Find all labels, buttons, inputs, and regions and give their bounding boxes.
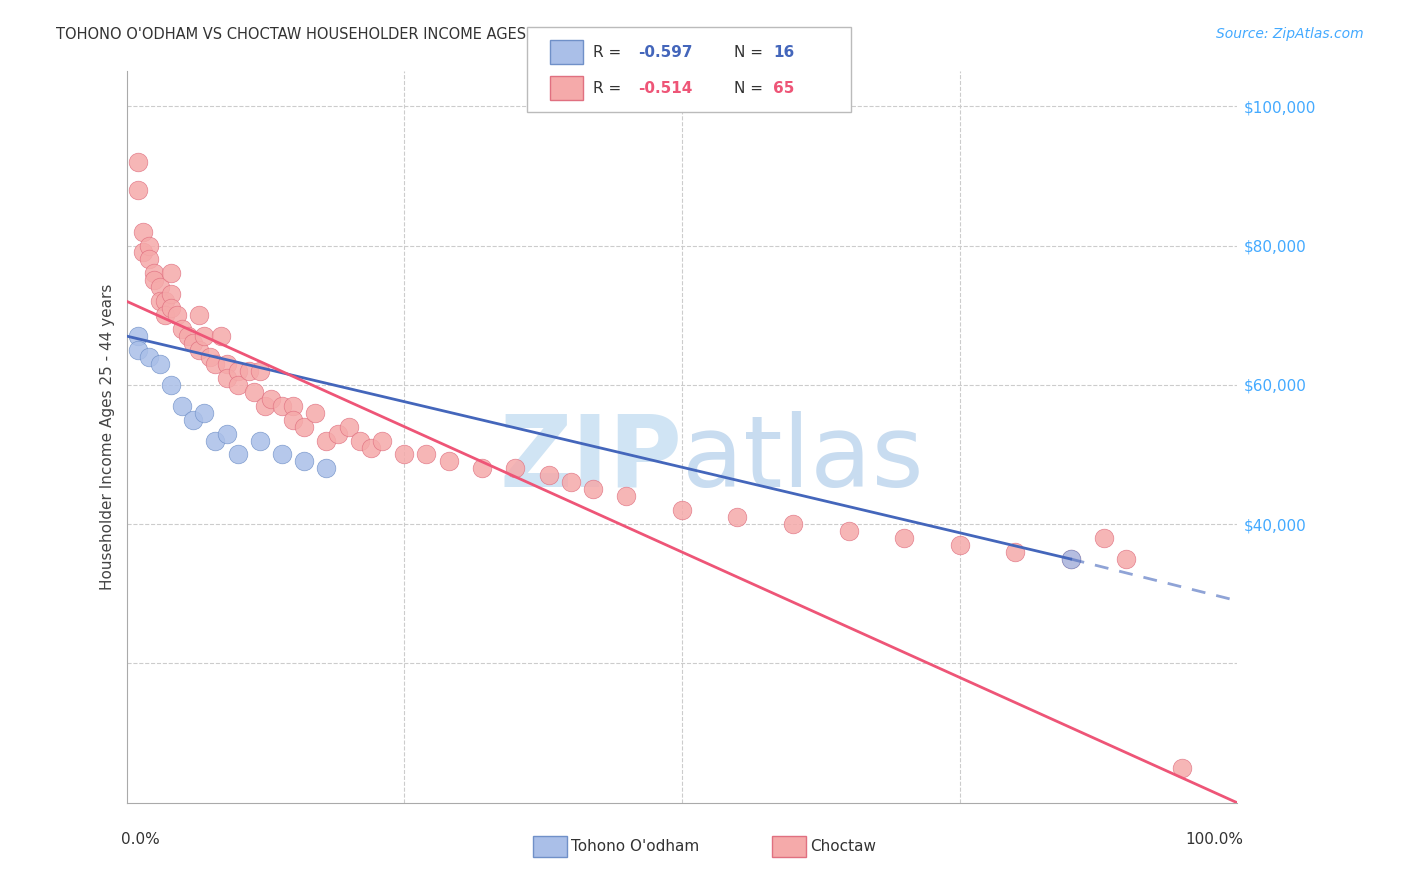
Point — [249, 364, 271, 378]
Point — [181, 412, 204, 426]
Point — [1060, 552, 1083, 566]
Point — [204, 434, 226, 448]
Text: ZIP: ZIP — [499, 410, 682, 508]
Point — [160, 287, 183, 301]
Point — [132, 245, 155, 260]
Point — [315, 461, 337, 475]
Point — [1004, 545, 1026, 559]
Point — [243, 384, 266, 399]
Point — [1115, 552, 1137, 566]
Point — [292, 454, 315, 468]
Point — [138, 238, 160, 252]
Point — [127, 155, 149, 169]
Point — [155, 294, 177, 309]
Point — [1092, 531, 1115, 545]
Point — [149, 357, 172, 371]
Point — [394, 448, 416, 462]
Point — [582, 483, 605, 497]
Text: 100.0%: 100.0% — [1185, 832, 1243, 847]
Point — [1170, 761, 1192, 775]
Point — [260, 392, 283, 406]
Point — [143, 273, 166, 287]
Text: atlas: atlas — [682, 410, 924, 508]
Point — [160, 266, 183, 280]
Point — [215, 357, 238, 371]
Point — [503, 461, 526, 475]
Point — [149, 294, 172, 309]
Point — [371, 434, 394, 448]
Point — [349, 434, 371, 448]
Point — [337, 419, 360, 434]
Point — [127, 343, 149, 357]
Point — [616, 489, 638, 503]
Text: R =: R = — [593, 80, 627, 95]
Point — [304, 406, 326, 420]
Point — [949, 538, 972, 552]
Point — [315, 434, 337, 448]
Point — [138, 252, 160, 267]
Y-axis label: Householder Income Ages 25 - 44 years: Householder Income Ages 25 - 44 years — [100, 284, 115, 591]
Point — [187, 308, 209, 322]
Text: -0.597: -0.597 — [638, 45, 693, 60]
Point — [176, 329, 198, 343]
Point — [838, 524, 860, 538]
Point — [215, 371, 238, 385]
Point — [209, 329, 232, 343]
Point — [281, 412, 304, 426]
Point — [254, 399, 277, 413]
Point — [215, 426, 238, 441]
Point — [671, 503, 693, 517]
Point — [160, 301, 183, 316]
Point — [155, 308, 177, 322]
Text: Source: ZipAtlas.com: Source: ZipAtlas.com — [1216, 27, 1364, 41]
Point — [281, 399, 304, 413]
Point — [226, 364, 249, 378]
Point — [172, 399, 194, 413]
Point — [326, 426, 349, 441]
Point — [138, 350, 160, 364]
Point — [193, 406, 215, 420]
Point — [160, 377, 183, 392]
Point — [226, 377, 249, 392]
Point — [437, 454, 460, 468]
Text: N =: N = — [734, 45, 768, 60]
Point — [271, 448, 294, 462]
Point — [782, 517, 804, 532]
Text: TOHONO O'ODHAM VS CHOCTAW HOUSEHOLDER INCOME AGES 25 - 44 YEARS CORRELATION CHAR: TOHONO O'ODHAM VS CHOCTAW HOUSEHOLDER IN… — [56, 27, 797, 42]
Point — [181, 336, 204, 351]
Text: 16: 16 — [773, 45, 794, 60]
Point — [149, 280, 172, 294]
Point — [893, 531, 915, 545]
Text: N =: N = — [734, 80, 768, 95]
Point — [172, 322, 194, 336]
Point — [187, 343, 209, 357]
Text: -0.514: -0.514 — [638, 80, 693, 95]
Point — [560, 475, 582, 490]
Point — [471, 461, 494, 475]
Point — [127, 329, 149, 343]
Text: Choctaw: Choctaw — [810, 839, 876, 854]
Point — [166, 308, 188, 322]
Point — [415, 448, 437, 462]
Point — [193, 329, 215, 343]
Point — [143, 266, 166, 280]
Text: 0.0%: 0.0% — [121, 832, 160, 847]
Text: Tohono O'odham: Tohono O'odham — [571, 839, 699, 854]
Point — [360, 441, 382, 455]
Point — [127, 183, 149, 197]
Point — [727, 510, 749, 524]
Point — [292, 419, 315, 434]
Point — [226, 448, 249, 462]
Text: R =: R = — [593, 45, 627, 60]
Point — [238, 364, 260, 378]
Point — [249, 434, 271, 448]
Text: 65: 65 — [773, 80, 794, 95]
Point — [1060, 552, 1083, 566]
Point — [198, 350, 221, 364]
Point — [537, 468, 560, 483]
Point — [204, 357, 226, 371]
Point — [271, 399, 294, 413]
Point — [132, 225, 155, 239]
